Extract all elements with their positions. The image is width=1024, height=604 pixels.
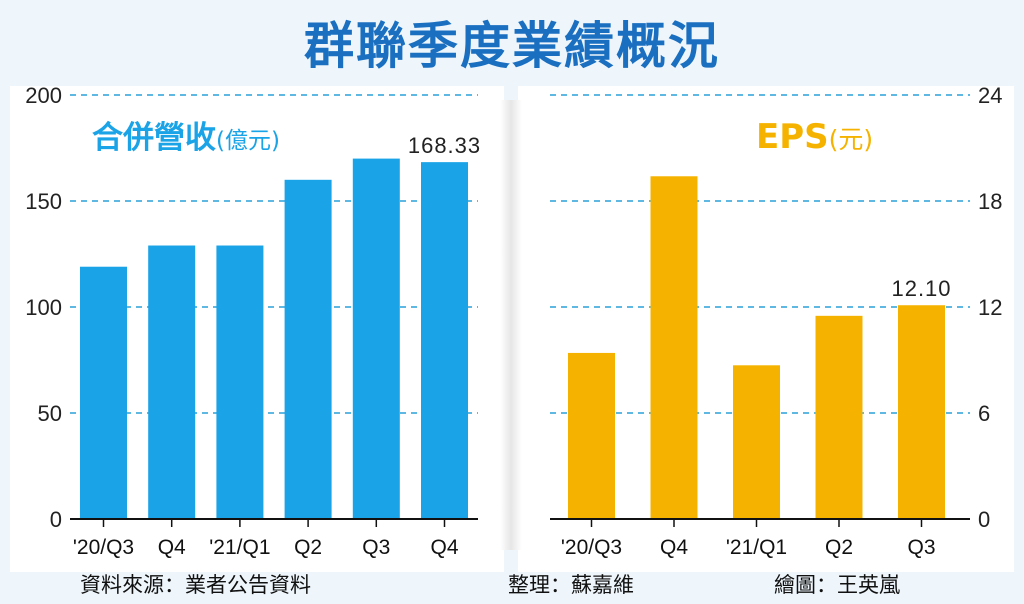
eps-value-label: 12.10: [891, 276, 951, 301]
revenue-xtick-label: Q3: [362, 536, 390, 559]
eps-bar: [650, 176, 698, 519]
eps-ytick-label: 18: [978, 189, 1002, 214]
panel-divider: [500, 100, 522, 550]
revenue-xtick-label: Q2: [294, 536, 322, 559]
revenue-bar: [148, 245, 196, 519]
revenue-ytick-label: 100: [25, 295, 62, 320]
eps-bar: [815, 315, 863, 519]
revenue-bar: [352, 158, 400, 519]
eps-ytick-label: 12: [978, 295, 1002, 320]
editor-credit: 整理：蘇嘉維: [508, 573, 634, 597]
revenue-panel-title-text: 合併營收: [92, 120, 216, 156]
revenue-bar: [216, 245, 264, 519]
revenue-panel-title: 合併營收(億元): [92, 120, 280, 156]
drawer-credit: 繪圖：王英嵐: [774, 573, 900, 597]
revenue-bar: [284, 179, 332, 520]
revenue-xtick-label: '21/Q1: [209, 536, 270, 559]
eps-panel-unit: (元): [829, 125, 874, 154]
revenue-xtick-label: Q4: [430, 536, 458, 559]
eps-xtick-label: Q4: [660, 536, 688, 559]
revenue-bar: [80, 266, 127, 519]
eps-xtick-label: '20/Q3: [561, 536, 622, 559]
chart-title: 群聯季度業績概況: [304, 17, 720, 75]
eps-bar: [568, 352, 615, 519]
eps-panel-title-text: EPS: [756, 117, 829, 157]
revenue-xtick-label: Q4: [158, 536, 186, 559]
revenue-ytick-label: 150: [25, 189, 62, 214]
eps-bar: [733, 365, 780, 519]
revenue-panel-unit: (億元): [216, 128, 280, 154]
revenue-ytick-label: 0: [50, 507, 62, 532]
source-note: 資料來源：業者公告資料: [80, 573, 311, 597]
eps-ytick-label: 24: [978, 83, 1002, 108]
revenue-xtick-label: '20/Q3: [73, 536, 134, 559]
eps-ytick-label: 6: [978, 401, 990, 426]
revenue-value-label: 168.33: [408, 133, 481, 158]
eps-xtick-label: Q3: [907, 536, 935, 559]
revenue-bar: [421, 162, 468, 520]
eps-bar: [898, 305, 945, 519]
revenue-ytick-label: 50: [38, 401, 62, 426]
eps-xtick-label: '21/Q1: [726, 536, 787, 559]
eps-xtick-label: Q2: [825, 536, 853, 559]
eps-ytick-label: 0: [978, 507, 990, 532]
eps-panel-title: EPS(元): [756, 117, 873, 157]
revenue-ytick-label: 200: [25, 83, 62, 108]
